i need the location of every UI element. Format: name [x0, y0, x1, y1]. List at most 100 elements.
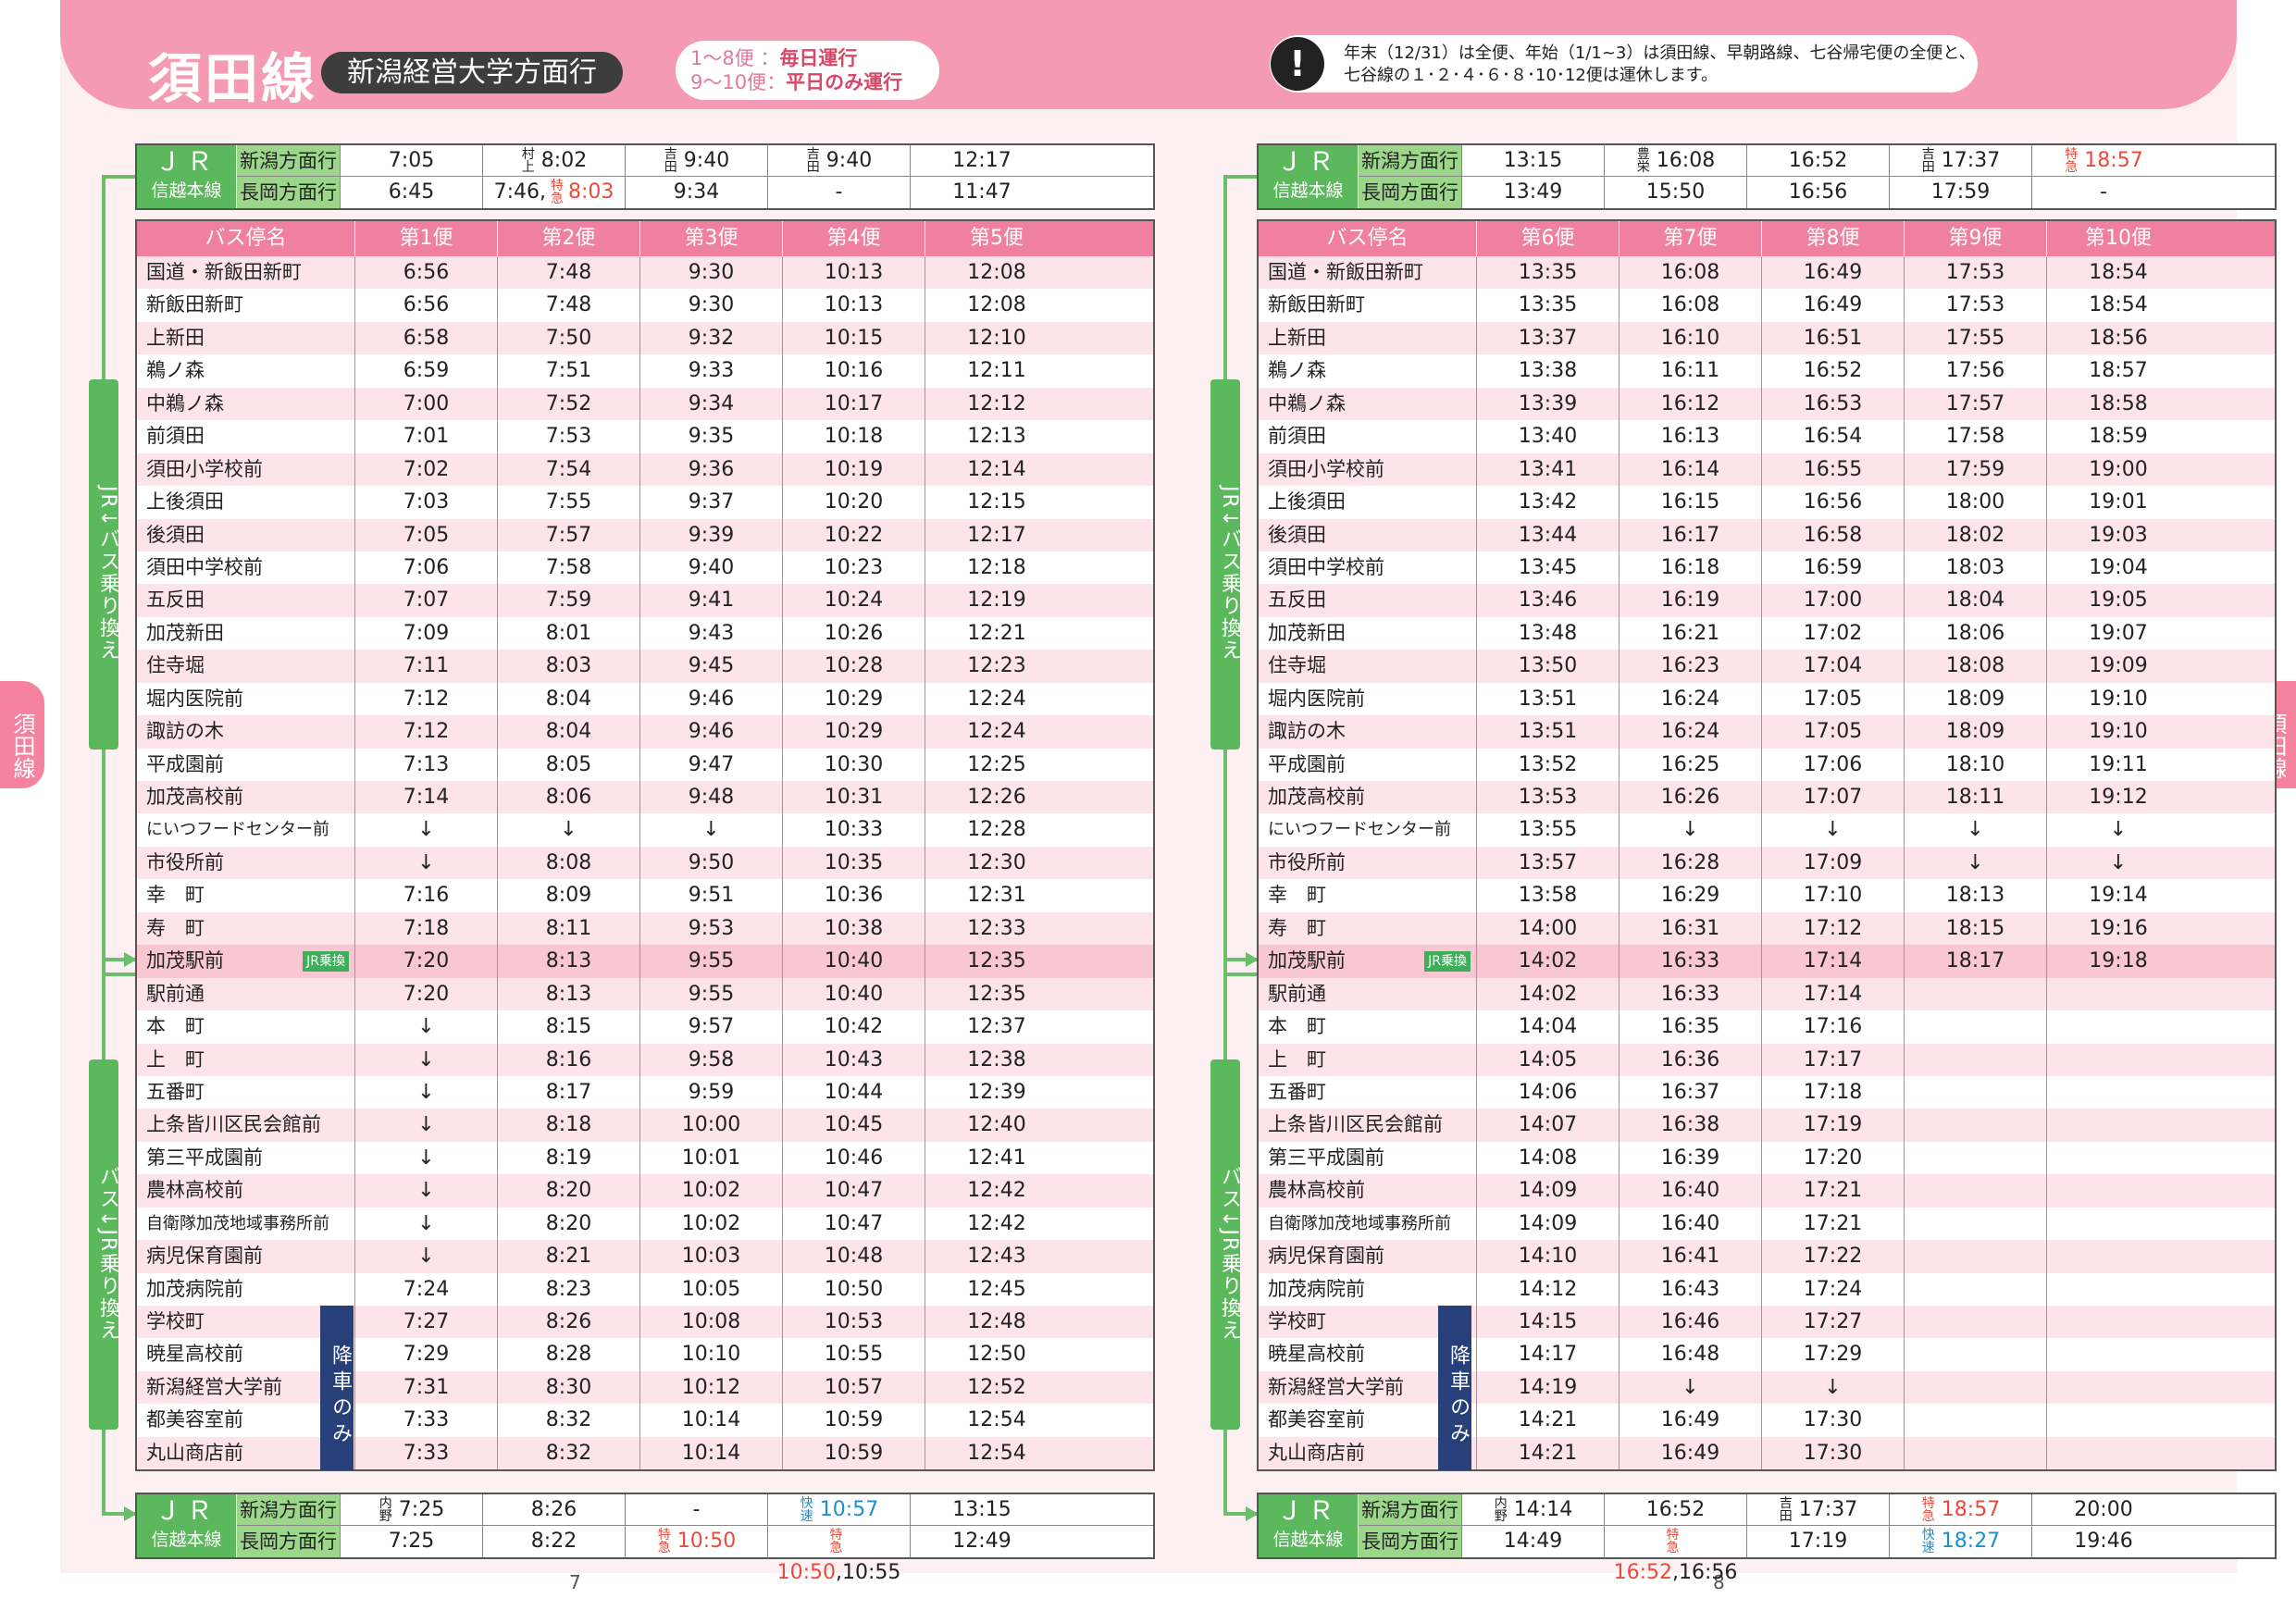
- stop-name: 堀内医院前: [137, 682, 355, 716]
- dropoff-only-marker: 降車のみ: [1438, 1306, 1471, 1470]
- departure-time: ↓: [355, 1141, 498, 1175]
- departure-time: [1905, 1075, 2047, 1109]
- departure-time: 10:38: [783, 911, 925, 946]
- table-row: 幸 町 7:16 8:09 9:51 10:36 12:31: [137, 879, 1153, 912]
- stop-name-text: 須田小学校前: [1268, 457, 1384, 480]
- departure-time: 8:09: [498, 879, 640, 912]
- departure-time: 17:59: [1905, 452, 2047, 487]
- departure-time: 16:28: [1620, 846, 1762, 880]
- table-row: 本 町 14:04 16:35 17:16: [1259, 1010, 2275, 1044]
- jr-connection-box: ＪＲ 信越本線 新潟方面行 13:15 豊栄 16:08 16:52 吉田 17:37 特急 18:…: [1257, 143, 2277, 210]
- departure-time: 8:21: [498, 1240, 640, 1273]
- transfer-line: [102, 1419, 105, 1512]
- table-row: 加茂病院前 7:24 8:23 10:05 10:50 12:45: [137, 1272, 1153, 1306]
- jr-direction-label: 長岡方面行: [1359, 1526, 1462, 1557]
- train-time: 13:15: [952, 1498, 1011, 1521]
- departure-time: 10:03: [640, 1240, 783, 1273]
- train-time: 7:25: [388, 1530, 435, 1553]
- departure-time: 12:37: [967, 1015, 1026, 1039]
- departure-time: 9:58: [640, 1043, 783, 1076]
- stop-name-text: 新飯田新町: [146, 293, 243, 316]
- table-row: 上 町 14:05 16:36 17:17: [1259, 1043, 2275, 1076]
- departure-time: 8:08: [498, 846, 640, 880]
- departure-time: 19:03: [2089, 523, 2148, 547]
- departure-time: 9:41: [640, 584, 783, 617]
- departure-time: 18:00: [1905, 486, 2047, 519]
- departure-time: 12:42: [967, 1211, 1026, 1235]
- departure-time: 16:48: [1620, 1338, 1762, 1371]
- departure-time: 7:12: [355, 715, 498, 749]
- stop-name: にいつフードセンター前: [1259, 813, 1477, 847]
- departure-time: 17:27: [1762, 1306, 1905, 1339]
- departure-time: 18:03: [1905, 551, 2047, 585]
- jr-row-nagaoka: 長岡方面行 13:49 15:50 16:56 17:59 -: [1259, 177, 2275, 208]
- departure-time: 12:54: [967, 1408, 1026, 1432]
- stop-name: 駅前通: [1259, 977, 1477, 1011]
- departure-time: 19:10: [2089, 687, 2148, 711]
- departure-time: 18:15: [1905, 911, 2047, 946]
- table-row: 上条皆川区民会館前 ↓ 8:18 10:00 10:45 12:40: [137, 1109, 1153, 1142]
- departure-time: 12:26: [967, 786, 1026, 809]
- jr-time-cell: 20:00: [2032, 1494, 2175, 1525]
- departure-time: 7:52: [498, 387, 640, 421]
- jr-time-cell: 13:15: [911, 1494, 1053, 1525]
- stop-name: 加茂駅前 JR乗換: [137, 945, 355, 978]
- stop-name: 五番町: [137, 1075, 355, 1109]
- stop-name: 新潟経営大学前: [1259, 1370, 1477, 1405]
- stop-name-text: 第三平成園前: [146, 1146, 263, 1169]
- stop-name: 学校町: [1259, 1306, 1477, 1339]
- departure-time: 10:13: [783, 289, 925, 322]
- departure-time: [1905, 1141, 2047, 1175]
- departure-time: 10:48: [783, 1240, 925, 1273]
- departure-time: [2047, 1371, 2190, 1404]
- table-row: 前須田 7:01 7:53 9:35 10:18 12:13: [137, 420, 1153, 453]
- jr-line-name: 信越本線: [151, 1530, 222, 1550]
- departure-time: ↓: [355, 846, 498, 880]
- departure-time: 16:26: [1620, 781, 1762, 814]
- departure-time: 17:53: [1905, 289, 2047, 322]
- jr-time-cell: 16:52: [1747, 145, 1890, 176]
- stop-name-text: 加茂新田: [1268, 621, 1346, 644]
- departure-time: 10:43: [783, 1043, 925, 1076]
- departure-time: 10:05: [640, 1272, 783, 1306]
- side-index-tab[interactable]: 須田線: [0, 681, 44, 788]
- direction-badge: 新潟経営大学方面行: [321, 52, 623, 93]
- departure-time: 10:12: [640, 1370, 783, 1405]
- table-row: 新飯田新町 6:56 7:48 9:30 10:13 12:08: [137, 289, 1153, 322]
- departure-time: 12:31: [967, 884, 1026, 908]
- train-time: 18:27: [1941, 1530, 2001, 1553]
- departure-time: 14:06: [1477, 1075, 1620, 1109]
- jr-time-cell: 7:25: [341, 1526, 483, 1557]
- departure-time: 18:58: [2089, 391, 2148, 415]
- departure-time: 18:10: [1905, 748, 2047, 781]
- departure-time: [1905, 1174, 2047, 1208]
- table-row: 堀内医院前 13:51 16:24 17:05 18:09 19:10: [1259, 682, 2275, 716]
- stop-name-header: バス停名: [1259, 221, 1477, 256]
- table-row: 上後須田 7:03 7:55 9:37 10:20 12:15: [137, 486, 1153, 519]
- jr-time-cell: 14:49: [1462, 1526, 1605, 1557]
- departure-time: 17:09: [1762, 846, 1905, 880]
- departure-time: 14:07: [1477, 1109, 1620, 1142]
- train-time: 8:03: [568, 180, 614, 204]
- table-row: 丸山商店前 7:33 8:32 10:14 10:59 12:54: [137, 1436, 1153, 1470]
- stop-name: 上 町: [1259, 1043, 1477, 1076]
- transfer-line: [1223, 958, 1257, 961]
- departure-time: 7:14: [355, 781, 498, 814]
- route-title: 須田線: [148, 47, 318, 110]
- stop-name-text: 新潟経営大学前: [1268, 1375, 1404, 1398]
- departure-time: 9:45: [640, 650, 783, 683]
- departure-time: [1905, 977, 2047, 1011]
- train-time: 15:50: [1645, 180, 1706, 204]
- arrow-right-icon: [1246, 1506, 1259, 1521]
- departure-time: 10:46: [783, 1141, 925, 1175]
- departure-time: 10:14: [640, 1436, 783, 1470]
- train-type-note: 特急: [657, 1528, 671, 1555]
- departure-time: [2047, 1010, 2190, 1043]
- departure-time: 16:14: [1620, 452, 1762, 487]
- departure-time: 18:54: [2089, 293, 2148, 317]
- departure-time: 8:11: [498, 911, 640, 946]
- departure-time: 13:35: [1477, 256, 1620, 290]
- departure-time: 8:01: [498, 616, 640, 650]
- departure-time: 17:17: [1762, 1043, 1905, 1076]
- table-row: 加茂病院前 14:12 16:43 17:24: [1259, 1272, 2275, 1306]
